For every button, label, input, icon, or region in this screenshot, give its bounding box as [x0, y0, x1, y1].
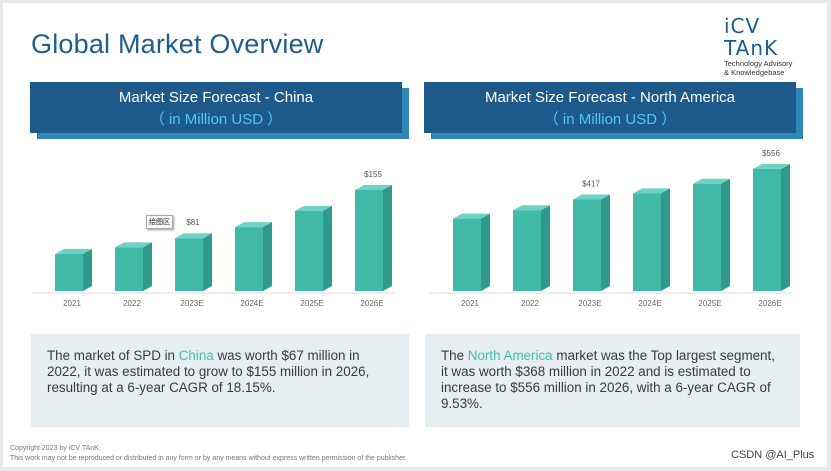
china-desc-highlight: China	[178, 348, 214, 363]
bar-side-2026E	[781, 164, 790, 291]
bar-2024E	[235, 227, 263, 291]
bar-top-2024E	[633, 188, 670, 194]
x-tick-label: 2023E	[578, 299, 601, 308]
china-bar-chart: 2021 2022 2023E $81 2024E 2025E 2026E $155	[23, 143, 403, 318]
bar-2022	[513, 210, 541, 291]
bar-side-2024E	[661, 188, 670, 291]
bar-side-2025E	[323, 205, 332, 291]
bar-top-2025E	[693, 178, 730, 184]
bar-2025E	[693, 183, 721, 291]
na-desc-text-1: The	[441, 348, 468, 363]
china-panel-unit: （ in Million USD ）	[149, 111, 283, 128]
china-desc-text-2: was worth $67 million in 2022, it was es…	[47, 348, 370, 395]
x-tick-label: 2022	[521, 299, 539, 308]
bar-top-2022	[115, 242, 152, 248]
x-tick-label: 2021	[461, 299, 479, 308]
logo-name: iCV TAnK	[724, 14, 779, 60]
bar-2026E	[355, 190, 383, 291]
bar-side-2021	[83, 248, 92, 291]
bar-side-2026E	[383, 185, 392, 291]
footer: Copyright 2023 by iCV TAnK. This work ma…	[10, 444, 407, 464]
bar-top-2022	[513, 205, 550, 211]
bar-side-2022	[143, 242, 152, 291]
na-desc-highlight: North America	[467, 348, 553, 363]
data-label: $417	[582, 180, 600, 189]
page-title: Global Market Overview	[31, 29, 324, 59]
data-label: $155	[364, 170, 382, 179]
watermark: CSDN @AI_Plus	[731, 449, 815, 461]
footer-copyright: Copyright 2023 by iCV TAnK.	[10, 445, 101, 452]
bar-side-2022	[541, 205, 550, 291]
na-panel-header: Market Size Forecast - North America （ i…	[424, 82, 796, 133]
na-bar-chart: 2021 2022 2023E $417 2024E 2025E 2026E $556	[419, 143, 799, 318]
bar-side-2023E	[203, 233, 212, 291]
bar-top-2021	[55, 248, 92, 254]
bar-top-2025E	[295, 205, 332, 211]
bar-top-2024E	[235, 222, 272, 228]
x-tick-label: 2024E	[638, 299, 661, 308]
bar-top-2026E	[753, 164, 790, 169]
bar-2022	[115, 247, 143, 291]
china-description: The market of SPD in China was worth $67…	[31, 334, 409, 427]
na-panel-unit: （ in Million USD ）	[543, 111, 677, 128]
bar-2023E	[175, 238, 203, 291]
data-label: $556	[762, 149, 780, 158]
na-desc-text-2: market was the Top largest segment, it w…	[441, 348, 775, 411]
bar-top-2023E	[573, 194, 610, 200]
bar-2021	[453, 218, 481, 291]
logo-tagline-2: & Knowledgebase	[724, 68, 785, 77]
slide: Global Market Overview iCV TAnK Technolo…	[3, 3, 827, 467]
footer-disclaimer: This work may not be reproduced or distr…	[10, 455, 407, 462]
x-tick-label: 2024E	[240, 299, 263, 308]
bar-side-2021	[481, 213, 490, 291]
plot-area-tooltip: 绘图区	[146, 215, 173, 229]
bar-side-2024E	[263, 222, 272, 291]
bar-top-2026E	[355, 185, 392, 190]
x-tick-label: 2026E	[360, 299, 383, 308]
na-description: The North America market was the Top lar…	[425, 334, 800, 427]
x-tick-label: 2021	[63, 299, 81, 308]
logo: iCV TAnK Technology Advisory & Knowledge…	[724, 15, 816, 77]
bar-2026E	[753, 169, 781, 291]
china-desc-text-1: The market of SPD in	[47, 348, 179, 363]
na-panel-title: Market Size Forecast - North America	[484, 89, 736, 106]
bar-2023E	[573, 199, 601, 291]
na-chart-svg: 2021 2022 2023E $417 2024E 2025E 2026E $556	[429, 149, 791, 308]
bar-top-2021	[453, 213, 490, 219]
bar-side-2023E	[601, 194, 610, 291]
data-label: $81	[186, 218, 200, 227]
bar-side-2025E	[721, 178, 730, 291]
china-panel-header: Market Size Forecast - China （ in Millio…	[30, 82, 402, 133]
bar-top-2023E	[175, 233, 212, 239]
x-tick-label: 2025E	[300, 299, 323, 308]
logo-tagline-1: Technology Advisory	[724, 59, 793, 68]
bar-2021	[55, 253, 83, 291]
china-panel-title: Market Size Forecast - China	[118, 89, 314, 106]
x-tick-label: 2022	[123, 299, 141, 308]
x-tick-label: 2026E	[758, 299, 781, 308]
x-tick-label: 2025E	[698, 299, 721, 308]
china-chart-svg: 2021 2022 2023E $81 2024E 2025E 2026E $155	[33, 170, 395, 308]
x-tick-label: 2023E	[180, 299, 203, 308]
bar-2025E	[295, 210, 323, 291]
bar-2024E	[633, 193, 661, 291]
